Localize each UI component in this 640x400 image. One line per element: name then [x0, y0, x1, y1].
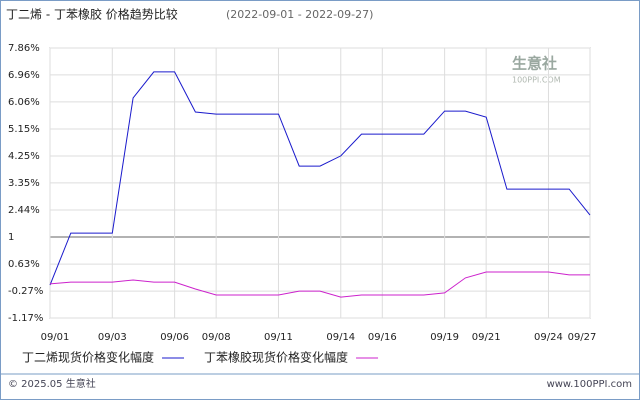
x-tick-label: 09/11 — [264, 332, 293, 343]
x-tick-label: 09/06 — [160, 332, 189, 343]
y-tick-label: 2.44% — [8, 205, 40, 216]
y-tick-label: 5.15% — [8, 124, 40, 135]
watermark-name: 生意社 — [512, 55, 557, 73]
x-tick-label: 09/16 — [368, 332, 397, 343]
legend-label: 丁苯橡胶现货价格变化幅度 — [204, 350, 348, 365]
x-tick-label: 09/01 — [41, 332, 70, 343]
chart-title: 丁二烯 - 丁苯橡胶 价格趋势比较 — [6, 7, 178, 22]
x-tick-label: 09/08 — [202, 332, 231, 343]
series-line — [49, 271, 590, 298]
y-tick-label: -1.17% — [8, 313, 43, 324]
x-tick-label: 09/14 — [326, 332, 355, 343]
y-tick-label: 6.96% — [8, 70, 40, 81]
y-tick-label: 7.86% — [8, 43, 40, 54]
y-tick-label: 6.06% — [8, 97, 40, 108]
x-tick-label: 09/19 — [430, 332, 459, 343]
x-tick-label: 09/24 — [534, 332, 563, 343]
footer-left: © 2025.05 生意社 — [8, 377, 96, 390]
x-tick-label: 09/21 — [472, 332, 501, 343]
x-tick-label: 09/27 — [568, 332, 597, 343]
y-tick-label: 4.25% — [8, 151, 40, 162]
x-tick-label: 09/03 — [98, 332, 127, 343]
series-line — [49, 71, 591, 286]
footer-right: www.100PPI.com — [547, 379, 632, 390]
y-tick-label: 3.35% — [8, 178, 40, 189]
chart-subtitle: (2022-09-01 - 2022-09-27) — [226, 8, 373, 21]
watermark-site: 100PPI.COM — [512, 76, 561, 85]
y-tick-label: 1 — [8, 232, 14, 243]
legend-label: 丁二烯现货价格变化幅度 — [22, 350, 154, 365]
y-tick-label: 0.63% — [8, 259, 40, 270]
y-tick-label: -0.27% — [8, 286, 43, 297]
